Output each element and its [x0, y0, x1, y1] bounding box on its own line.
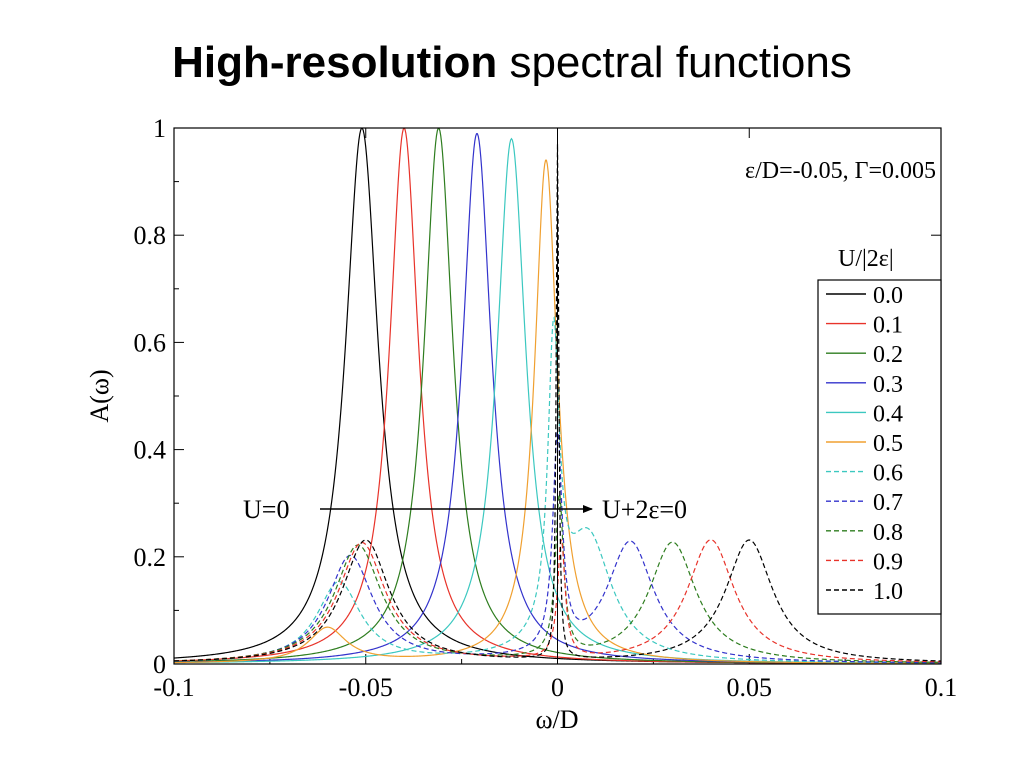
legend-label-0.6: 0.6 [873, 461, 903, 487]
legend-label-1.0: 1.0 [873, 579, 903, 605]
legend-title: U/|2ε| [838, 246, 894, 272]
series-line-0.7 [174, 431, 941, 664]
y-tick-label: 0.2 [134, 543, 167, 572]
legend-label-0.8: 0.8 [873, 520, 903, 546]
slide-title-rest: spectral functions [497, 38, 852, 87]
legend-label-0.7: 0.7 [873, 490, 903, 516]
legend-label-0.3: 0.3 [873, 372, 903, 398]
legend-label-0.9: 0.9 [873, 549, 903, 575]
legend-label-0.5: 0.5 [873, 431, 903, 457]
slide-title-bold: High-resolution [172, 38, 498, 87]
y-tick-label: 0.8 [134, 221, 167, 250]
series-line-1.0 [174, 144, 941, 662]
y-tick-label: 0.6 [134, 328, 167, 357]
x-tick-label: 0.1 [925, 673, 958, 702]
progression-arrow: U=0 U+2ε=0 [243, 495, 687, 524]
x-tick-label: -0.05 [339, 673, 393, 702]
legend-label-0.4: 0.4 [873, 401, 903, 427]
arrow-start-label: U=0 [243, 495, 289, 524]
legend-label-0.1: 0.1 [873, 313, 903, 339]
legend: U/|2ε| 0.0 0.1 0.2 0.3 0.4 0.5 0.6 0.7 0.8 0.9 1.0 [817, 246, 942, 615]
x-tick-label: 0 [551, 673, 564, 702]
slide-title: High-resolution spectral functions [0, 38, 1024, 88]
y-tick-label: 1 [153, 114, 166, 143]
arrow-end-label: U+2ε=0 [602, 495, 687, 524]
legend-label-0.0: 0.0 [873, 283, 903, 309]
series-line-0.6 [174, 315, 941, 664]
y-tick-label: 0 [153, 650, 166, 679]
x-tick-label: 0.05 [727, 673, 773, 702]
y-axis-label: A(ω) [85, 369, 114, 422]
parameters-label: ε/D=-0.05, Γ=0.005 [745, 158, 936, 184]
legend-box [817, 279, 942, 615]
y-tick-label: 0.4 [134, 436, 167, 465]
x-axis-label: ω/D [535, 705, 578, 734]
legend-label-0.2: 0.2 [873, 342, 903, 368]
x-tick-label: -0.1 [153, 673, 194, 702]
